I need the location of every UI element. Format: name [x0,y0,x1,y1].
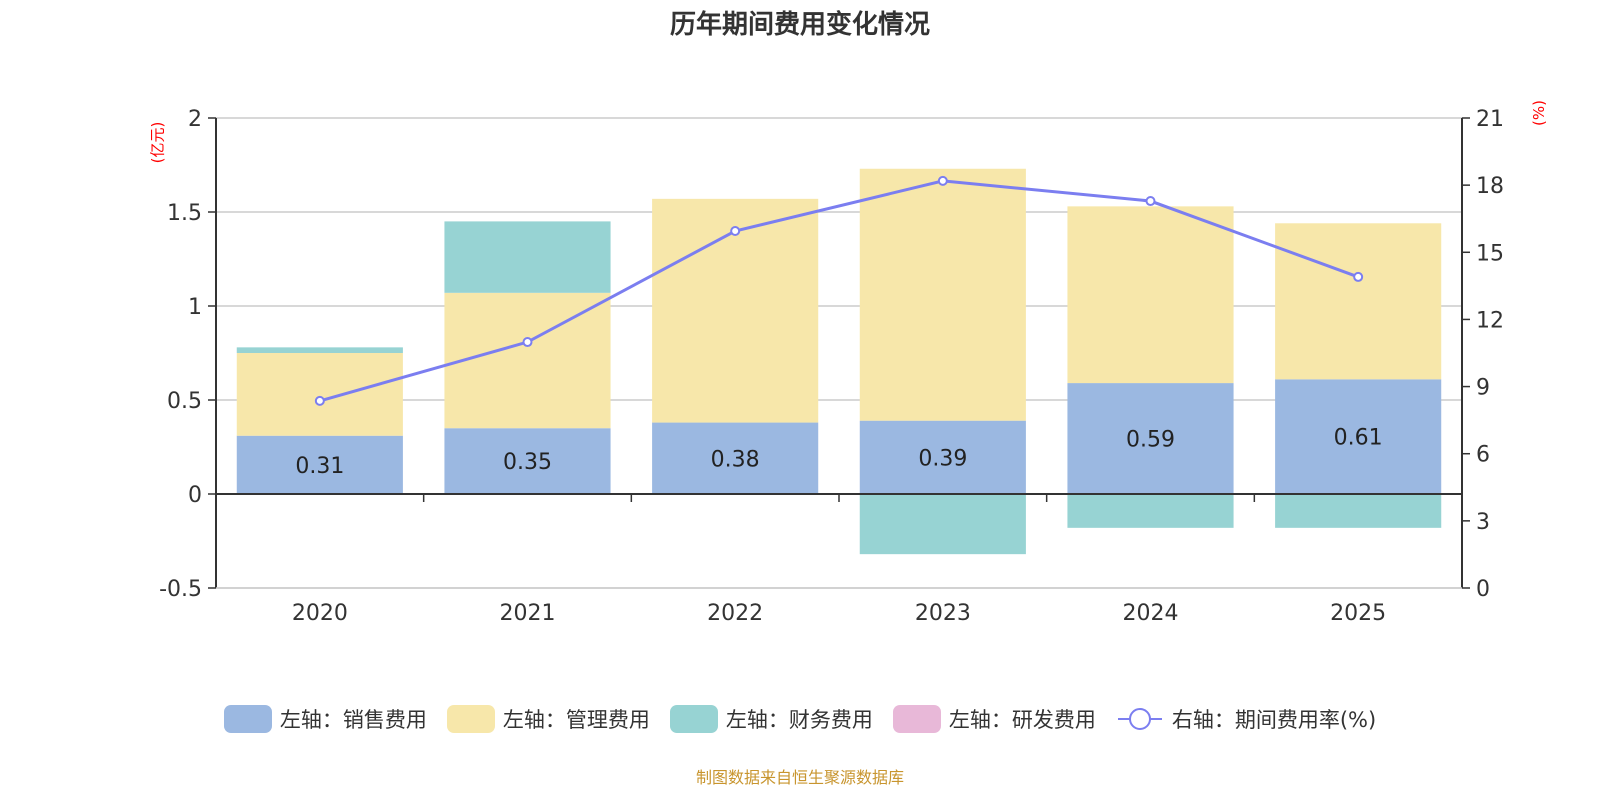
x-axis-tick-label: 2023 [915,601,971,626]
legend-swatch-finance [669,705,718,733]
right-axis-unit: (%) [1529,100,1548,126]
bar-data-label: 0.39 [918,446,967,471]
bar-segment-2021-s0 [444,428,611,494]
bar-segment-2023-s2 [859,494,1026,555]
bar-data-label: 0.38 [711,447,760,472]
left-axis-tick-label: 2 [188,107,202,132]
legend-swatch-rd [892,705,941,733]
right-axis-tick-label: 3 [1476,510,1490,535]
bar-segment-2021-s2 [444,221,611,293]
legend-item-admin[interactable]: 左轴：管理费用 [446,704,650,734]
left-axis-tick-label: -0.5 [159,577,202,602]
left-axis-tick-label: 0.5 [167,389,202,414]
rate-point-2025 [1353,271,1364,282]
rate-point-2020 [314,395,325,406]
right-axis-tick-label: 9 [1476,376,1490,401]
right-axis-tick-label: 12 [1476,308,1504,333]
left-axis-unit: (亿元) [148,121,167,164]
bar-data-label: 0.61 [1334,426,1383,451]
legend-line-circle-icon [1117,708,1162,730]
rate-line [314,175,1364,406]
bar-segment-2024-s2 [1067,494,1234,528]
bar-segment-2023-s0 [859,420,1026,494]
right-axis-tick-label: 6 [1476,443,1490,468]
bar-segment-2025-s1 [1275,223,1442,380]
x-axis-tick-label: 2021 [500,601,556,626]
left-axis-tick-label: 0 [188,483,202,508]
legend-item-rate[interactable]: 右轴：期间费用率(%) [1116,704,1376,734]
rate-point-2024 [1145,196,1156,207]
bar-segment-2020-s2 [236,347,403,353]
left-axis-tick-label: 1 [188,295,202,320]
left-axis-tick-label: 1.5 [167,201,202,226]
rate-line-path [319,179,1359,403]
rate-point-2023 [937,175,948,186]
bar-segment-2020-s1 [236,353,403,436]
bar-segment-2022-s0 [652,422,819,494]
axes: 2 1.5 1 0.5 0 -0.5 21 18 15 12 9 6 3 0 2020 2021 2022 202… [159,107,1504,626]
source-note: 制图数据来自恒生聚源数据库 [695,768,904,787]
rate-point-2022 [730,226,741,237]
data-labels: 0.31 0.35 0.38 0.39 0.59 0.61 [295,426,1382,479]
legend-label-rd: 左轴：研发费用 [948,708,1096,732]
right-axis-tick-label: 15 [1476,241,1504,266]
x-axis-tick-label: 2025 [1330,601,1386,626]
bar-segment-2023-s1 [859,168,1026,421]
legend-swatch-admin [446,705,495,733]
x-axis-tick-label: 2024 [1123,601,1179,626]
bar-data-label: 0.59 [1126,428,1175,453]
bar-data-label: 0.31 [295,454,344,479]
bar-segment-2025-s0 [1275,379,1442,494]
bar-data-label: 0.35 [503,450,552,475]
legend-label-admin: 左轴：管理费用 [502,708,650,732]
bar-segment-2024-s0 [1067,383,1234,494]
legend-item-sales[interactable]: 左轴：销售费用 [223,704,427,734]
grid-lines [216,117,1462,589]
bars [236,168,1442,555]
chart-plot: 2 1.5 1 0.5 0 -0.5 21 18 15 12 9 6 3 0 2020 2021 2022 202… [159,107,1504,626]
bar-segment-2025-s2 [1275,494,1442,528]
bar-segment-2024-s1 [1067,206,1234,384]
x-axis-tick-label: 2020 [292,601,348,626]
chart-title: 历年期间费用变化情况 [669,10,930,40]
legend-swatch-sales [223,705,272,733]
legend-label-sales: 左轴：销售费用 [279,708,427,732]
bar-segment-2020-s0 [236,435,403,494]
right-axis-tick-label: 18 [1476,174,1504,199]
legend-item-rd[interactable]: 左轴：研发费用 [892,704,1096,734]
x-axis-tick-label: 2022 [707,601,763,626]
right-axis-tick-label: 21 [1476,107,1504,132]
legend: 左轴：销售费用 左轴：管理费用 左轴：财务费用 左轴：研发费用 右轴：期间费用率… [0,704,1600,734]
legend-label-rate: 右轴：期间费用率(%) [1171,708,1377,732]
bar-segment-2021-s1 [444,292,611,429]
legend-label-finance: 左轴：财务费用 [725,708,873,732]
legend-item-finance[interactable]: 左轴：财务费用 [669,704,873,734]
bar-segment-2022-s1 [652,198,819,423]
rate-point-2021 [522,337,533,348]
right-axis-tick-label: 0 [1476,577,1490,602]
